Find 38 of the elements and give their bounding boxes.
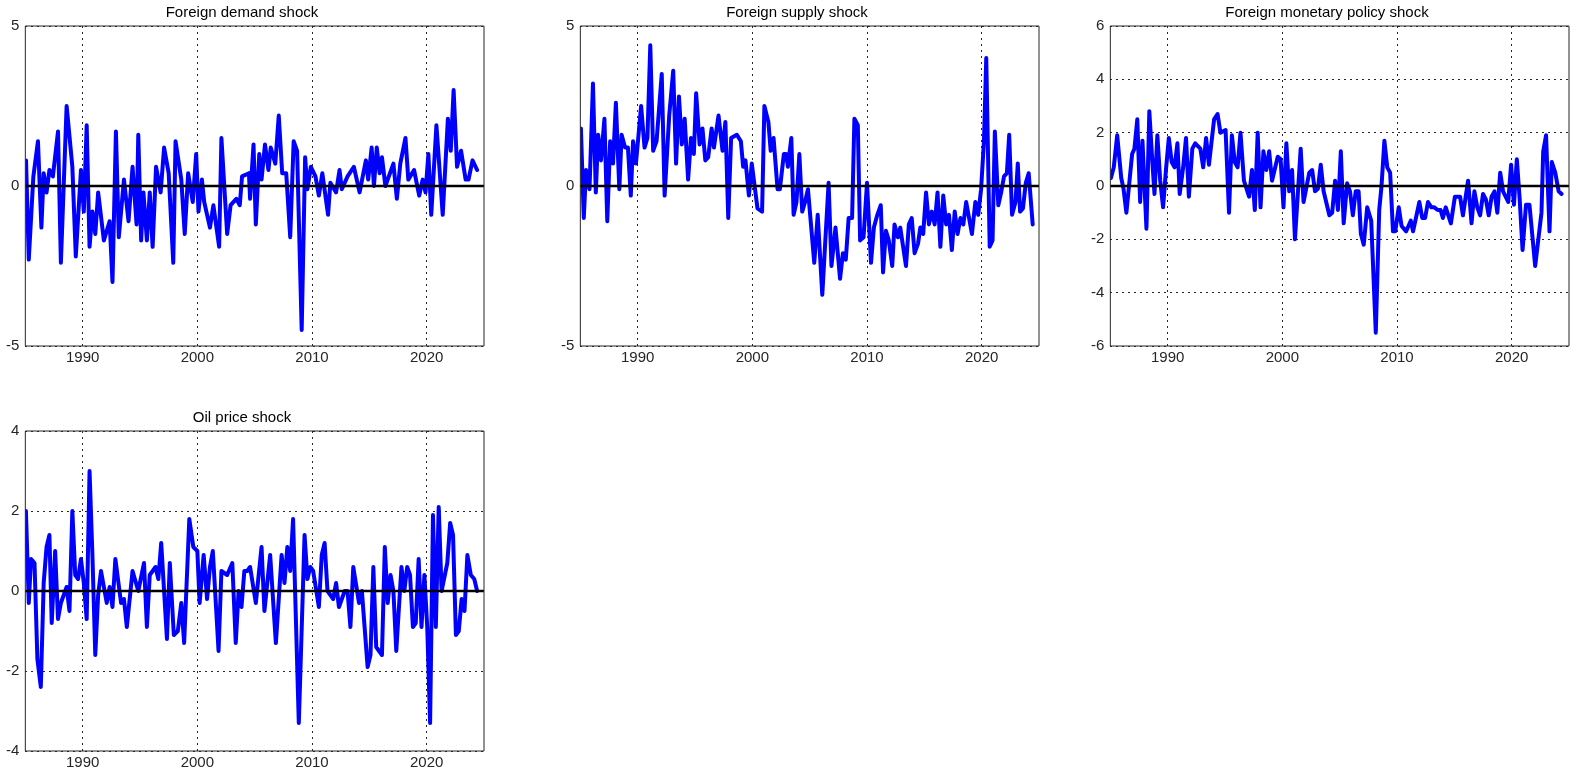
y-tick-label: 5 bbox=[10, 16, 20, 34]
y-tick-label: 5 bbox=[565, 16, 575, 34]
x-tick-label: 2010 bbox=[1380, 348, 1414, 366]
x-tick-label: 2020 bbox=[409, 753, 444, 771]
y-tick-label: 2 bbox=[1095, 122, 1105, 140]
y-tick-label: 4 bbox=[1095, 69, 1105, 87]
y-tick-label: -6 bbox=[1090, 336, 1105, 354]
x-tick-label: 2000 bbox=[180, 348, 215, 366]
y-tick-label: -2 bbox=[5, 661, 20, 679]
x-tick-label: 1990 bbox=[65, 348, 100, 366]
y-tick-label: 0 bbox=[1095, 176, 1105, 194]
y-tick-label: 2 bbox=[10, 501, 20, 519]
y-tick-label: -2 bbox=[1090, 229, 1105, 247]
x-tick-label: 2000 bbox=[1265, 348, 1300, 366]
y-tick-label: 0 bbox=[10, 581, 20, 599]
y-tick-label: 0 bbox=[10, 176, 20, 194]
y-tick-label: -5 bbox=[560, 336, 575, 354]
chart-title: Foreign supply shock bbox=[726, 3, 869, 21]
x-tick-label: 2010 bbox=[850, 348, 884, 366]
x-tick-label: 2010 bbox=[295, 348, 329, 366]
x-tick-label: 2020 bbox=[1494, 348, 1529, 366]
x-tick-label: 2020 bbox=[964, 348, 999, 366]
x-tick-label: 1990 bbox=[1150, 348, 1185, 366]
x-tick-label: 1990 bbox=[65, 753, 100, 771]
x-tick-label: 2010 bbox=[295, 753, 329, 771]
y-tick-label: 0 bbox=[565, 176, 575, 194]
y-tick-label: -4 bbox=[1090, 282, 1105, 300]
x-tick-label: 2000 bbox=[180, 753, 215, 771]
x-tick-label: 2020 bbox=[409, 348, 444, 366]
y-tick-label: 6 bbox=[1095, 16, 1105, 34]
chart-title: Foreign monetary policy shock bbox=[1225, 3, 1430, 21]
x-tick-label: 2000 bbox=[735, 348, 770, 366]
y-tick-label: -4 bbox=[5, 741, 20, 759]
y-tick-label: 4 bbox=[10, 421, 20, 439]
chart-title: Foreign demand shock bbox=[165, 3, 319, 21]
y-tick-label: -5 bbox=[5, 336, 20, 354]
chart-title: Oil price shock bbox=[192, 408, 292, 426]
x-tick-label: 1990 bbox=[620, 348, 655, 366]
